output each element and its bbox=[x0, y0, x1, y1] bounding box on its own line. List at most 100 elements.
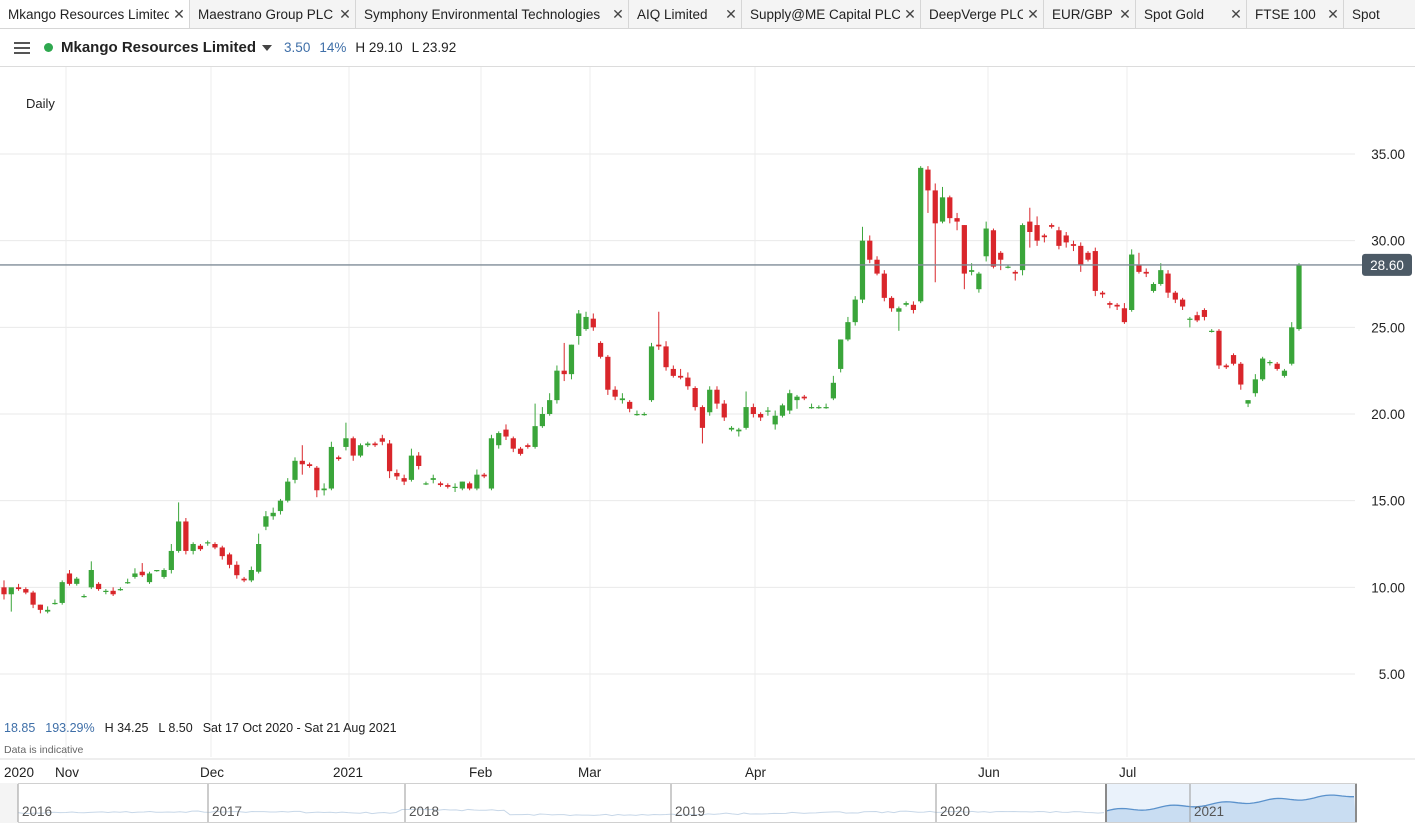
close-icon[interactable]: ✕ bbox=[1230, 6, 1242, 23]
tab-8[interactable]: FTSE 100 ✕ bbox=[1247, 0, 1344, 28]
tab-label: EUR/GBP bbox=[1052, 7, 1115, 22]
candle-body bbox=[372, 443, 377, 445]
tab-label: Maestrano Group PLC bbox=[198, 7, 335, 22]
candle bbox=[540, 407, 545, 428]
candle-body bbox=[598, 343, 603, 357]
price-chart[interactable]: 35.00 30.00 25.00 20.00 15.00 10.00 5.00 2020 No… bbox=[0, 67, 1415, 783]
tab-label: FTSE 100 bbox=[1255, 7, 1323, 22]
candle-body bbox=[38, 605, 43, 610]
candle-body bbox=[794, 397, 799, 400]
candle-body bbox=[1027, 222, 1032, 232]
tab-7[interactable]: Spot Gold ✕ bbox=[1136, 0, 1247, 28]
tab-1[interactable]: Maestrano Group PLC ✕ bbox=[190, 0, 356, 28]
chevron-down-icon[interactable] bbox=[262, 45, 272, 51]
candle-body bbox=[249, 570, 254, 580]
candle bbox=[547, 393, 552, 416]
candle-body bbox=[1158, 270, 1163, 284]
candle bbox=[831, 376, 836, 400]
close-icon[interactable]: ✕ bbox=[1327, 6, 1339, 23]
tab-5[interactable]: DeepVerge PLC ✕ bbox=[921, 0, 1044, 28]
close-icon[interactable]: ✕ bbox=[904, 6, 916, 23]
tab-3[interactable]: AIQ Limited ✕ bbox=[629, 0, 742, 28]
candle-body bbox=[125, 582, 130, 583]
candle bbox=[1289, 322, 1294, 365]
candle-body bbox=[809, 407, 814, 408]
close-icon[interactable]: ✕ bbox=[339, 6, 351, 23]
candle bbox=[722, 400, 727, 421]
navigator-canvas[interactable]: 2016 2017 2018 2019 2020 2021 bbox=[0, 783, 1415, 823]
candle bbox=[1049, 223, 1054, 228]
close-icon[interactable]: ✕ bbox=[725, 6, 737, 23]
candle-body bbox=[380, 438, 385, 441]
navigator-year-label: 2017 bbox=[212, 804, 242, 819]
candle-body bbox=[707, 390, 712, 413]
navigator[interactable]: 2016 2017 2018 2019 2020 2021 bbox=[0, 783, 1415, 823]
candle bbox=[285, 478, 290, 502]
candle-body bbox=[969, 270, 974, 272]
chart-canvas[interactable]: 35.00 30.00 25.00 20.00 15.00 10.00 5.00 2020 No… bbox=[0, 67, 1415, 783]
candle-body bbox=[314, 468, 319, 491]
market-status-icon bbox=[44, 43, 53, 52]
candle-body bbox=[1231, 355, 1236, 364]
candle bbox=[1267, 360, 1272, 365]
y-tick-label: 35.00 bbox=[1371, 147, 1405, 162]
candle bbox=[591, 313, 596, 330]
menu-icon[interactable] bbox=[14, 42, 30, 54]
candle-body bbox=[329, 447, 334, 489]
candle-body bbox=[976, 274, 981, 290]
candle bbox=[1136, 253, 1141, 274]
candle-body bbox=[816, 407, 821, 408]
tab-4[interactable]: Supply@ME Capital PLC ✕ bbox=[742, 0, 921, 28]
candle-body bbox=[605, 357, 610, 390]
candle bbox=[67, 570, 72, 586]
candle bbox=[642, 412, 647, 415]
candle bbox=[118, 587, 123, 590]
candle-body bbox=[1144, 272, 1149, 274]
candle-body bbox=[176, 521, 181, 550]
tab-2[interactable]: Symphony Environmental Technologies ✕ bbox=[356, 0, 629, 28]
candle-body bbox=[904, 303, 909, 305]
tab-9[interactable]: Spot bbox=[1344, 0, 1415, 28]
candle-body bbox=[16, 587, 21, 589]
tab-6[interactable]: EUR/GBP ✕ bbox=[1044, 0, 1136, 28]
instrument-name[interactable]: Mkango Resources Limited bbox=[61, 39, 256, 56]
candle-body bbox=[351, 438, 356, 455]
candle-body bbox=[1013, 272, 1018, 274]
range-stats: 18.85 193.29% H 34.25 L 8.50 Sat 17 Oct … bbox=[4, 721, 407, 735]
tab-0[interactable]: Mkango Resources Limited ✕ bbox=[0, 0, 190, 29]
candle-body bbox=[241, 579, 246, 581]
candle bbox=[336, 456, 341, 461]
x-tick-label: 2021 bbox=[333, 765, 363, 780]
candle-body bbox=[918, 168, 923, 301]
candle bbox=[613, 386, 618, 400]
candle-body bbox=[838, 339, 843, 368]
candle-body bbox=[678, 376, 683, 378]
y-tick-label: 15.00 bbox=[1371, 494, 1405, 509]
tab-label: Spot Gold bbox=[1144, 7, 1226, 22]
navigator-handle[interactable] bbox=[1105, 784, 1107, 822]
candle bbox=[474, 469, 479, 490]
close-icon[interactable]: ✕ bbox=[1027, 6, 1039, 23]
navigator-handle[interactable] bbox=[1355, 784, 1357, 822]
candle bbox=[576, 310, 581, 345]
close-icon[interactable]: ✕ bbox=[612, 6, 624, 23]
candle-body bbox=[1282, 371, 1287, 376]
candle-body bbox=[591, 319, 596, 328]
candle bbox=[1180, 298, 1185, 310]
interval-label[interactable]: Daily bbox=[26, 96, 55, 111]
candle-body bbox=[620, 398, 625, 400]
candle bbox=[1260, 357, 1265, 381]
candle bbox=[1034, 216, 1039, 245]
candle bbox=[263, 511, 268, 530]
candle-body bbox=[933, 190, 938, 223]
candle-body bbox=[307, 464, 312, 466]
candle bbox=[176, 502, 181, 552]
close-icon[interactable]: ✕ bbox=[173, 6, 185, 23]
candle-body bbox=[169, 551, 174, 570]
close-icon[interactable]: ✕ bbox=[1119, 6, 1131, 23]
candle-body bbox=[743, 407, 748, 428]
candle-body bbox=[45, 610, 50, 612]
candle-body bbox=[263, 516, 268, 526]
candle-body bbox=[1180, 300, 1185, 307]
candle bbox=[678, 369, 683, 379]
